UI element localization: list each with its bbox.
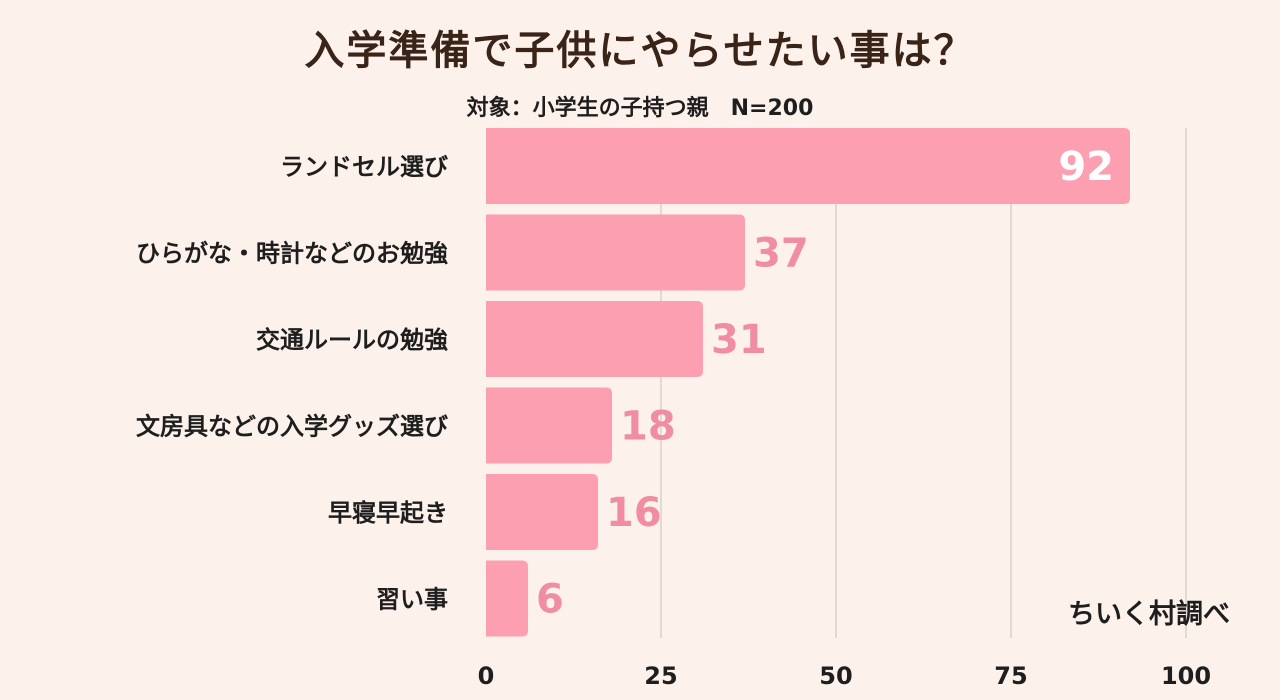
bar bbox=[486, 474, 598, 550]
value-label: 92 bbox=[1058, 144, 1114, 190]
category-label: 文房具などの入学グッズ選び bbox=[136, 413, 448, 441]
category-label: 習い事 bbox=[376, 586, 448, 614]
chart-subtitle: 対象：小学生の子持つ親 N=200 bbox=[466, 96, 814, 121]
x-tick-label: 25 bbox=[644, 662, 677, 690]
bar bbox=[486, 387, 612, 464]
value-label: 31 bbox=[711, 317, 767, 363]
value-label: 18 bbox=[620, 404, 676, 450]
bar bbox=[486, 301, 703, 377]
value-label: 6 bbox=[536, 577, 564, 623]
value-label: 16 bbox=[606, 490, 662, 536]
x-tick-label: 50 bbox=[819, 662, 852, 690]
category-label: ひらがな・時計などのお勉強 bbox=[136, 240, 448, 268]
bar bbox=[486, 214, 745, 291]
x-tick-label: 100 bbox=[1161, 662, 1211, 690]
chart-title: 入学準備で子供にやらせたい事は？ bbox=[304, 28, 976, 74]
bar bbox=[486, 128, 1130, 204]
category-label: 早寝早起き bbox=[328, 499, 448, 527]
x-tick-label: 0 bbox=[478, 662, 495, 690]
value-label: 37 bbox=[753, 231, 809, 277]
bar bbox=[486, 560, 528, 637]
category-label: 交通ルールの勉強 bbox=[256, 326, 448, 354]
source-credit: ちいく村調べ bbox=[1068, 599, 1230, 630]
x-tick-label: 75 bbox=[994, 662, 1027, 690]
category-label: ランドセル選び bbox=[280, 153, 448, 181]
